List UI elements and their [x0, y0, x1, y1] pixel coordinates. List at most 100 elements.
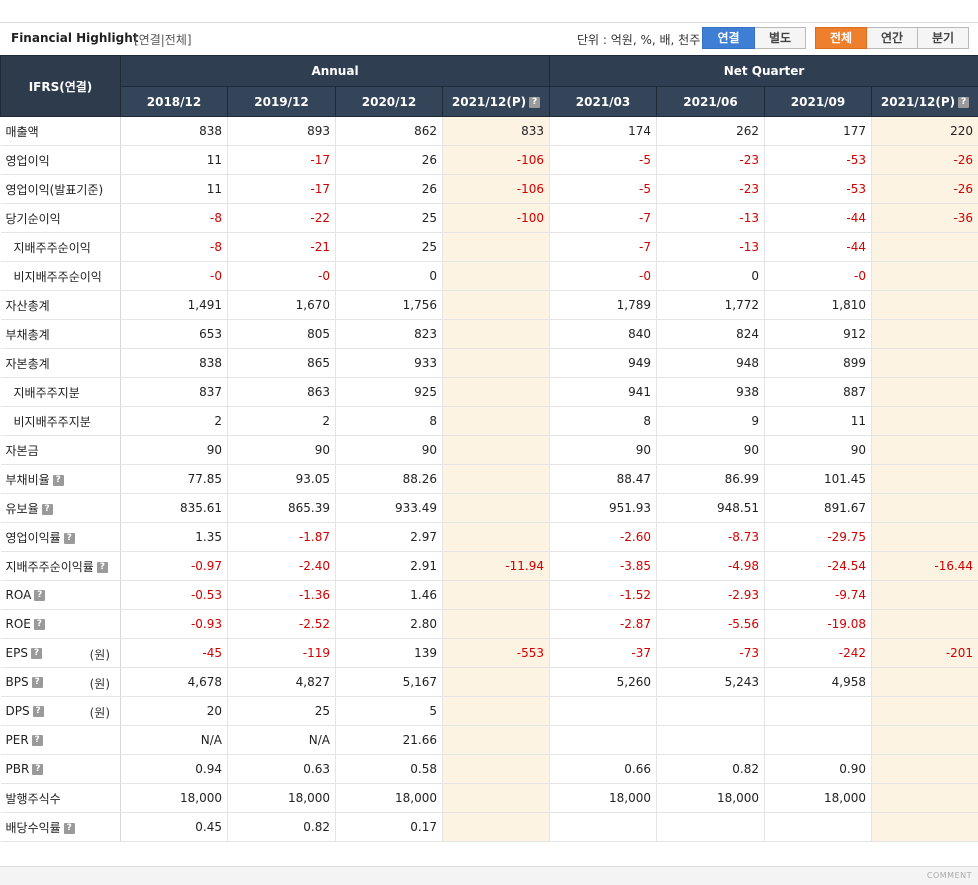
unit-text: 단위 : 억원, %, 배, 천주: [577, 31, 700, 48]
top-border: [0, 0, 978, 23]
help-icon[interactable]: ?: [32, 735, 43, 746]
table-cell: -8.73: [657, 523, 765, 552]
table-cell: -7: [550, 233, 657, 262]
table-cell: -17: [228, 146, 336, 175]
table-cell: [872, 784, 978, 813]
table-cell: 0.82: [657, 755, 765, 784]
table-cell: 90: [765, 436, 872, 465]
help-icon[interactable]: ?: [33, 706, 44, 717]
table-cell: 0: [336, 262, 443, 291]
help-icon[interactable]: ?: [53, 475, 64, 486]
table-cell: 5: [336, 697, 443, 726]
table-cell: [765, 726, 872, 755]
help-icon[interactable]: ?: [529, 97, 540, 108]
row-label-text: 비지배주주지분: [14, 415, 91, 429]
table-cell: 1.46: [336, 581, 443, 610]
table-cell: -29.75: [765, 523, 872, 552]
table-cell: [657, 813, 765, 842]
table-cell: 833: [443, 117, 550, 146]
consolidated-button[interactable]: 연결: [702, 27, 755, 49]
table-cell: 865.39: [228, 494, 336, 523]
table-cell: [443, 610, 550, 639]
row-label-text: 비지배주주순이익: [14, 270, 102, 284]
row-label-text: BPS: [6, 675, 29, 689]
table-cell: -0: [765, 262, 872, 291]
table-cell: 823: [336, 320, 443, 349]
table-cell: -106: [443, 146, 550, 175]
table-cell: [443, 349, 550, 378]
table-cell: 2.97: [336, 523, 443, 552]
help-icon[interactable]: ?: [31, 648, 42, 659]
table-cell: [872, 349, 978, 378]
row-label-text: 영업이익률: [6, 531, 61, 545]
table-cell: 824: [657, 320, 765, 349]
table-cell: [550, 813, 657, 842]
table-cell: 8: [336, 407, 443, 436]
table-cell: [443, 291, 550, 320]
help-icon[interactable]: ?: [958, 97, 969, 108]
all-button[interactable]: 전체: [815, 27, 867, 49]
help-icon[interactable]: ?: [64, 823, 75, 834]
table-cell: -2.87: [550, 610, 657, 639]
help-icon[interactable]: ?: [64, 533, 75, 544]
row-label-text: 부채비율: [6, 473, 50, 487]
annual-button[interactable]: 연간: [867, 27, 918, 49]
table-cell: [872, 494, 978, 523]
row-label-text: 발행주식수: [6, 792, 61, 806]
row-label: 자산총계: [1, 291, 121, 320]
quarter-button[interactable]: 분기: [918, 27, 969, 49]
table-cell: 891.67: [765, 494, 872, 523]
table-cell: -26: [872, 175, 978, 204]
table-cell: 837: [121, 378, 228, 407]
table-cell: 840: [550, 320, 657, 349]
row-label: 배당수익률?: [1, 813, 121, 842]
help-icon[interactable]: ?: [32, 764, 43, 775]
comment-toggle[interactable]: COMMENT: [927, 871, 972, 880]
help-icon[interactable]: ?: [34, 619, 45, 630]
column-header-label: 2020/12: [362, 95, 416, 109]
help-icon[interactable]: ?: [32, 677, 43, 688]
row-label: 비지배주주지분: [1, 407, 121, 436]
table-cell: 5,260: [550, 668, 657, 697]
help-icon[interactable]: ?: [42, 504, 53, 515]
table-cell: -45: [121, 639, 228, 668]
row-label-text: 매출액: [6, 125, 39, 139]
table-cell: 4,827: [228, 668, 336, 697]
table-cell: -73: [657, 639, 765, 668]
table-cell: -5: [550, 146, 657, 175]
table-cell: -53: [765, 175, 872, 204]
table-cell: 948.51: [657, 494, 765, 523]
table-cell: 805: [228, 320, 336, 349]
table-cell: -0.93: [121, 610, 228, 639]
table-cell: 11: [121, 146, 228, 175]
help-icon[interactable]: ?: [97, 562, 108, 573]
table-cell: 893: [228, 117, 336, 146]
table-cell: -106: [443, 175, 550, 204]
table-cell: 1.35: [121, 523, 228, 552]
table-cell: 8: [550, 407, 657, 436]
table-cell: 18,000: [121, 784, 228, 813]
table-cell: 0: [657, 262, 765, 291]
row-label-text: 영업이익: [6, 154, 50, 168]
table-cell: -5.56: [657, 610, 765, 639]
table-cell: -17: [228, 175, 336, 204]
table-cell: [443, 436, 550, 465]
table-cell: [443, 755, 550, 784]
row-label: 지배주주순이익: [1, 233, 121, 262]
table-cell: 1,772: [657, 291, 765, 320]
table-cell: -19.08: [765, 610, 872, 639]
help-icon[interactable]: ?: [34, 590, 45, 601]
table-cell: [872, 726, 978, 755]
table-cell: -13: [657, 204, 765, 233]
row-label-text: 지배주주순이익: [14, 241, 91, 255]
separate-button[interactable]: 별도: [755, 27, 806, 49]
row-label-text: ROA: [6, 588, 32, 602]
table-cell: 951.93: [550, 494, 657, 523]
